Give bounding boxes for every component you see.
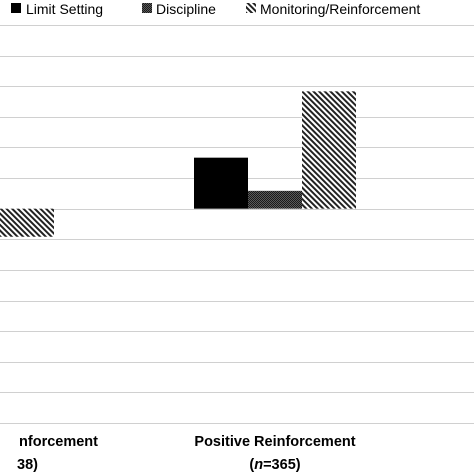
category-label-1: nforcement [19,434,98,450]
legend-swatch-discipline [142,3,152,13]
legend-swatch-limit-setting [11,3,21,13]
category-n-2-value: =365) [263,457,301,473]
category-n-2-open: ( [249,457,254,473]
bar-limit-setting-2 [194,157,248,209]
category-labels: nforcement 38) Positive Reinforcement (n… [17,434,356,473]
category-label-2: Positive Reinforcement [194,434,355,450]
legend-label-discipline: Discipline [156,1,216,17]
legend-swatch-monitoring-reinforcement [246,3,256,13]
legend-label-limit-setting: Limit Setting [26,1,103,17]
legend-label-monitoring-reinforcement: Monitoring/Reinforcement [260,1,420,17]
bar-discipline-2 [248,190,302,209]
bar-monitoring-reinforcement-1 [0,208,54,237]
legend: Limit Setting Discipline Monitoring/Rein… [11,1,420,17]
bars [0,91,356,237]
category-n-2: (n=365) [249,457,300,473]
category-n-2-symbol: n [254,457,263,473]
gridlines [0,25,474,424]
category-n-1: 38) [17,457,38,473]
bar-monitoring-reinforcement-2 [302,91,356,209]
